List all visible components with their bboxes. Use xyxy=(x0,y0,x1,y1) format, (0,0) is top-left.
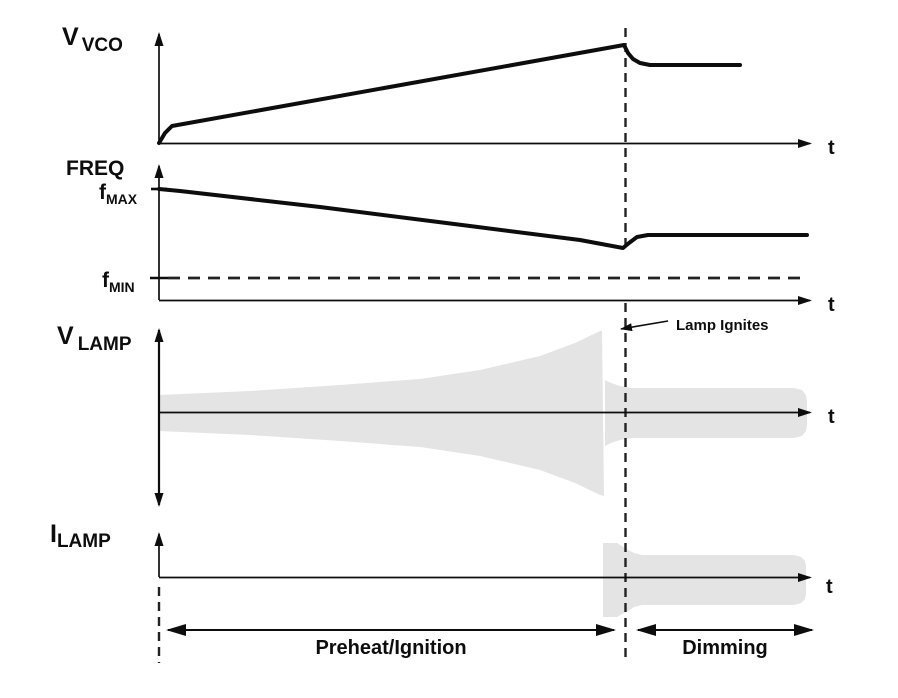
lamp-ignites-label: Lamp Ignites xyxy=(676,317,769,334)
vlamp-time-label: t xyxy=(828,406,835,428)
vco-time-label: t xyxy=(828,137,835,159)
vlamp-axis-label: V LAMP xyxy=(57,322,132,355)
lamp-ignites-annotation: Lamp Ignites xyxy=(620,317,769,334)
ilamp-axis-label: ILAMP xyxy=(50,520,111,552)
panel-vco: V VCO t xyxy=(62,23,835,159)
fmin-label: fMIN xyxy=(102,269,135,295)
freq-time-label: t xyxy=(828,294,835,316)
panel-ilamp: ILAMP t xyxy=(50,520,833,598)
vlamp-envelope-shape xyxy=(159,331,604,496)
dimming-phase-label: Dimming xyxy=(682,637,768,659)
preheat-phase-label: Preheat/Ignition xyxy=(315,637,466,659)
panel-freq: FREQ fMAX fMIN t xyxy=(66,157,835,316)
phase-intervals: Preheat/Ignition Dimming xyxy=(166,624,814,659)
panel-vlamp: V LAMP t Lamp Ignites xyxy=(57,317,835,507)
freq-curve xyxy=(157,187,809,250)
vlamp-envelope xyxy=(159,331,604,496)
freq-axis-label: FREQ xyxy=(66,157,124,180)
vco-axis-label: V VCO xyxy=(62,23,123,56)
ilamp-envelope xyxy=(603,543,806,617)
ilamp-time-label: t xyxy=(826,576,833,598)
ilamp-envelope-shape xyxy=(603,543,806,617)
lamp-ignites-arrow xyxy=(620,320,669,332)
fmax-label: fMAX xyxy=(99,181,138,207)
freq-curve-shape xyxy=(157,187,809,250)
vco-curve-shape xyxy=(157,43,742,145)
vco-curve xyxy=(157,43,742,145)
